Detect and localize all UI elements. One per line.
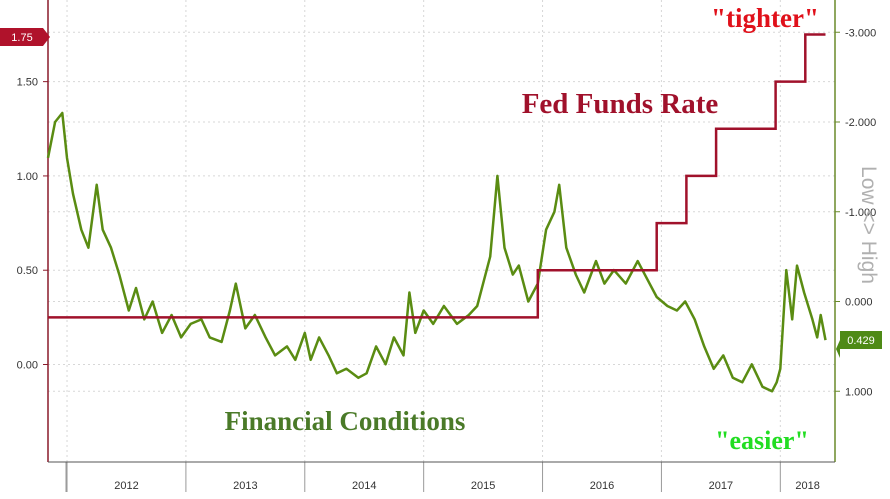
left-tick-label: 0.00: [17, 360, 38, 372]
left-tick-label: 0.50: [17, 265, 38, 277]
x-ticks: 2012 2013 2014 2015 2016 2017 2018: [114, 480, 820, 492]
axes: [47, 0, 836, 463]
left-tick-label: 1.00: [17, 171, 38, 183]
year-dividers: [65, 0, 781, 492]
right-tick-label: -3.000: [845, 27, 876, 39]
series-fed-funds-rate: [48, 33, 826, 319]
x-tick-label: 2013: [233, 480, 257, 492]
y-left-ticks: 0.00 0.50 1.00 1.50: [17, 77, 48, 372]
x-tick-label: 2017: [709, 480, 733, 492]
fed-funds-rate-label: Fed Funds Rate: [522, 88, 719, 120]
tighter-annotation: "tighter": [711, 3, 819, 33]
x-tick-label: 2015: [471, 480, 495, 492]
y-right-ticks: -3.000 -2.000 -1.000 0.000 1.000: [835, 27, 876, 398]
left-badge-pointer: [43, 28, 50, 46]
right-tick-label: 0.000: [845, 297, 873, 309]
right-tick-label: 1.000: [845, 386, 873, 398]
x-tick-label: 2014: [352, 480, 376, 492]
series-layer: [46, 33, 827, 393]
x-tick-label: 2016: [590, 480, 614, 492]
right-badge-bg: [840, 331, 882, 349]
left-tick-label: 1.50: [17, 77, 38, 89]
right-tick-label: -2.000: [845, 117, 876, 129]
series-financial-conditions: [46, 111, 827, 393]
x-tick-label: 2018: [795, 480, 819, 492]
left-current-value-badge: 1.75: [0, 28, 50, 46]
gridlines: [48, 31, 835, 392]
right-current-value-badge: 0.429: [836, 331, 882, 358]
left-badge-bg: [0, 28, 43, 46]
easier-annotation: "easier": [715, 426, 809, 455]
left-badge-text: 1.75: [11, 32, 32, 44]
right-tick-label: -1.000: [845, 207, 876, 219]
right-badge-pointer: [836, 340, 840, 358]
x-tick-label: 2012: [114, 480, 138, 492]
right-badge-text: 0.429: [847, 335, 875, 347]
right-axis-label: Low <> High: [857, 166, 880, 284]
financial-conditions-label: Financial Conditions: [225, 406, 466, 436]
